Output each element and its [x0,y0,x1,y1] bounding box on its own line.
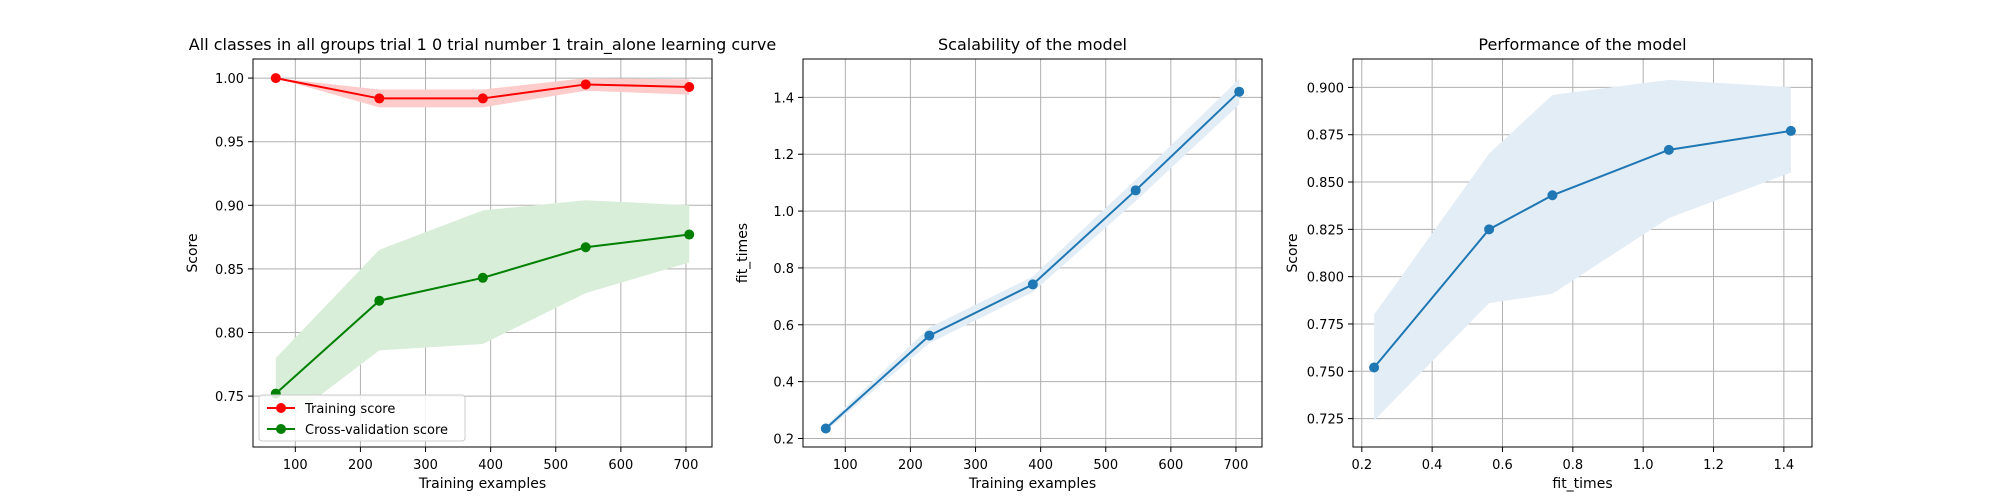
x-tick-label: 0.4 [1422,458,1443,473]
plot-frame [1352,58,1813,448]
y-tick-label: 0.90 [215,199,244,214]
x-tick-label: 0.6 [1492,458,1513,473]
series-1-point [684,81,695,92]
y-tick-label: 1.2 [773,148,794,163]
series-1-point [1785,125,1796,136]
y-tick-label: 0.800 [1307,271,1344,286]
y-tick-label: 0.4 [773,376,794,391]
series-2-point [580,242,591,253]
series-1-point [1547,190,1558,201]
legend-marker [276,424,286,434]
x-tick-label: 100 [833,458,858,473]
legend-label: Cross-validation score [305,423,448,438]
series-1-point [924,330,935,341]
series-2-point [477,272,488,283]
series-1-point [1663,144,1674,155]
series-1-point [374,93,385,104]
series-1-point [270,73,281,84]
series-1-point [477,93,488,104]
x-tick-label: 700 [1224,458,1249,473]
chart-title: Performance of the model [1478,35,1686,54]
chart-3: 0.2 0.4 0.6 0.8 1.0 1.2 1.4 0.725 0.750 0.775 0.80… [1285,35,1813,492]
y-tick-label: 1.00 [215,72,244,87]
y-tick-label: 0.900 [1307,81,1344,96]
y-tick-label: 0.850 [1307,176,1344,191]
x-tick-label: 300 [963,458,988,473]
series-2-band [275,200,690,430]
y-tick-label: 0.6 [773,319,794,334]
x-axis-label: fit_times [1552,476,1612,492]
y-tick-label: 0.95 [215,136,244,151]
x-tick-label: 400 [478,458,503,473]
series-1-point [1234,86,1245,97]
y-tick-label: 0.85 [215,263,244,278]
series-1-point [1027,279,1038,290]
series-1-point [1130,185,1141,196]
x-tick-label: 1.0 [1633,458,1654,473]
y-tick-label: 0.725 [1307,413,1344,428]
legend-marker [276,403,286,413]
x-axis-label: Training examples [968,476,1096,492]
legend: Training score Cross-validation score [258,394,466,442]
x-tick-label: 700 [674,458,699,473]
series-2-point [684,229,695,240]
legend-box [258,394,466,442]
y-axis-label: Score [185,233,201,272]
plot-frame [802,58,1263,448]
y-tick-label: 0.80 [215,327,244,342]
series-1-point [580,79,591,90]
y-tick-label: 0.825 [1307,223,1344,238]
x-tick-label: 500 [1093,458,1118,473]
y-tick-label: 0.2 [773,432,794,447]
x-tick-label: 600 [608,458,633,473]
x-tick-label: 500 [543,458,568,473]
chart-title: Scalability of the model [938,35,1127,54]
x-tick-label: 100 [283,458,308,473]
x-tick-label: 300 [413,458,438,473]
x-tick-label: 600 [1158,458,1183,473]
y-axis-label: fit_times [735,223,751,283]
chart-title: All classes in all groups trial 1 0 tria… [189,35,776,55]
series-1-band [825,78,1240,432]
x-tick-label: 1.2 [1703,458,1724,473]
y-tick-label: 1.4 [773,91,794,106]
y-tick-label: 0.875 [1307,129,1344,144]
y-tick-label: 0.75 [215,390,244,405]
chart-1: 100 200 300 400 500 600 700 0.75 0.80 0.85 0.90 0.9… [185,35,776,492]
y-tick-label: 0.750 [1307,365,1344,380]
x-tick-label: 400 [1028,458,1053,473]
x-tick-label: 1.4 [1774,458,1795,473]
series-1-point [820,423,831,434]
series-1-band [1374,79,1791,421]
plot-frame [252,58,713,448]
x-axis-label: Training examples [418,476,546,492]
legend-label: Training score [304,402,395,417]
x-tick-label: 0.2 [1351,458,1372,473]
series-1-point [1484,224,1495,235]
y-axis-label: Score [1285,233,1301,272]
series-1-point [1369,362,1380,373]
x-tick-label: 200 [898,458,923,473]
x-tick-label: 200 [348,458,373,473]
y-tick-label: 0.8 [773,262,794,277]
chart-2: 100 200 300 400 500 600 700 0.2 0.4 0.6 0.8 1.0 1.2 1… [735,35,1263,492]
series-2-point [374,295,385,306]
x-tick-label: 0.8 [1562,458,1583,473]
y-tick-label: 0.775 [1307,318,1344,333]
y-tick-label: 1.0 [773,205,794,220]
